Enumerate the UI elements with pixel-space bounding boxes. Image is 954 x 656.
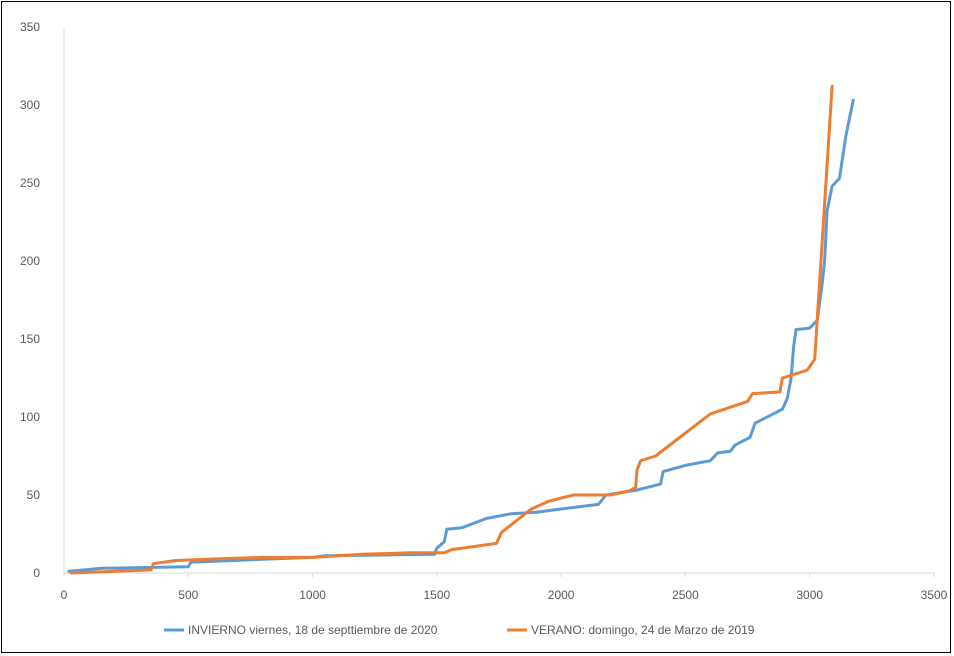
- series-line-verano: [70, 84, 834, 575]
- y-tick-label: 300: [20, 98, 40, 112]
- x-tick-label: 3500: [921, 588, 948, 602]
- x-tick-label: 1000: [299, 588, 326, 602]
- legend-label-verano: VERANO: domingo, 24 de Marzo de 2019: [531, 623, 755, 637]
- x-tick-label: 3000: [796, 588, 823, 602]
- y-tick-label: 350: [20, 20, 40, 34]
- x-tick-label: 0: [61, 588, 68, 602]
- y-tick-label: 100: [20, 410, 40, 424]
- y-tick-label: 0: [33, 566, 40, 580]
- legend-label-invierno: INVIERNO viernes, 18 de septtiembre de 2…: [188, 623, 438, 637]
- y-tick-label: 50: [27, 488, 41, 502]
- series-line-invierno: [67, 98, 855, 573]
- legend: INVIERNO viernes, 18 de septtiembre de 2…: [164, 623, 755, 637]
- x-tick-label: 500: [178, 588, 198, 602]
- x-tick-label: 1500: [424, 588, 451, 602]
- y-tick-label: 150: [20, 332, 40, 346]
- x-tick-label: 2500: [672, 588, 699, 602]
- y-tick-label: 200: [20, 254, 40, 268]
- series-lines: [67, 84, 855, 575]
- y-tick-labels: 0 50 100 150 200 250 300 350: [20, 20, 40, 580]
- x-tick-labels: 0 500 1000 1500 2000 2500 3000 3500: [61, 573, 948, 602]
- plot-axes: [63, 27, 934, 574]
- x-tick-label: 2000: [548, 588, 575, 602]
- y-tick-label: 250: [20, 176, 40, 190]
